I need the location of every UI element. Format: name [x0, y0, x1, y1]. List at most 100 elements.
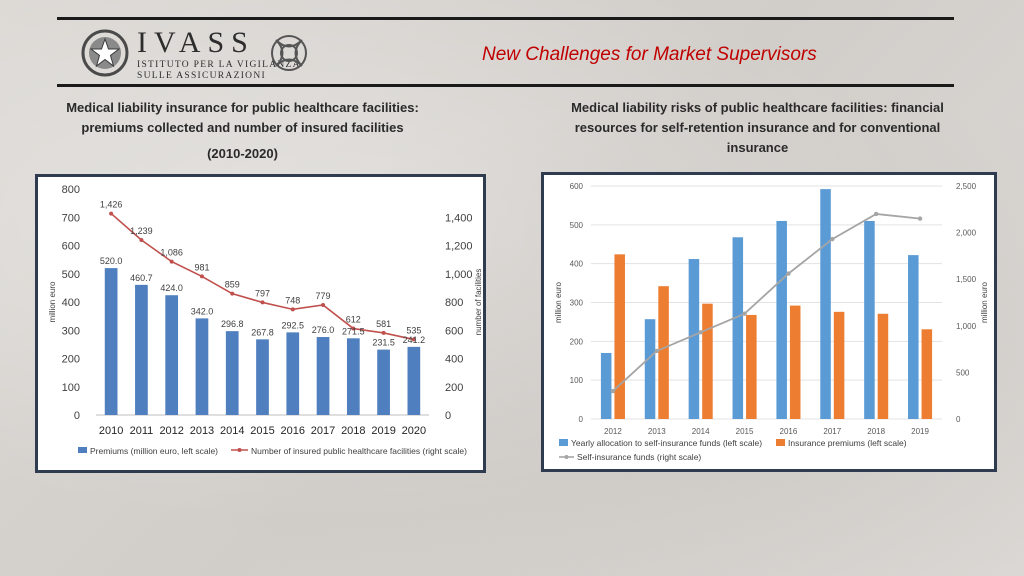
- premium-data-label: 241.2: [403, 335, 426, 345]
- left-chart-period: (2010-2020): [207, 146, 278, 161]
- right-axis-tick-label: 1,500: [956, 275, 977, 284]
- legend-marker-funds: [564, 455, 569, 459]
- knot-monogram-icon: [271, 35, 307, 71]
- premium-data-label: 292.5: [282, 320, 305, 330]
- right-axis-tick-label: 1,000: [445, 269, 473, 281]
- premium-data-label: 520.0: [100, 256, 123, 266]
- right-axis-tick-label: 1,200: [445, 241, 473, 253]
- left-heading-line2: premiums collected and number of insured…: [81, 120, 404, 135]
- x-tick-label: 2011: [130, 425, 154, 437]
- slide-title: New Challenges for Market Supervisors: [482, 44, 817, 65]
- self-insurance-funds-point: [654, 348, 660, 354]
- premium-bar: [195, 318, 209, 415]
- premium-bar: [225, 331, 239, 415]
- insurance-premium-bar: [614, 254, 625, 419]
- self-insurance-allocation-bar: [908, 255, 919, 419]
- facilities-data-label: 779: [316, 291, 331, 301]
- left-axis-tick-label: 500: [62, 269, 80, 281]
- facilities-data-label: 535: [406, 325, 421, 335]
- self-insurance-funds-point: [873, 211, 879, 217]
- left-axis-title: million euro: [48, 281, 57, 322]
- right-heading-line2: resources for self-retention insurance a…: [574, 120, 941, 135]
- premium-data-label: 296.8: [221, 319, 244, 329]
- facilities-point: [109, 211, 114, 216]
- x-tick-label: 2020: [402, 425, 426, 437]
- premium-data-label: 460.7: [130, 273, 153, 283]
- right-axis-title: million euro: [980, 281, 989, 322]
- facilities-point: [260, 300, 265, 305]
- x-tick-label: 2014: [220, 425, 244, 437]
- facilities-data-label: 1,426: [100, 200, 123, 210]
- facilities-point: [351, 326, 356, 331]
- left-axis-tick-label: 300: [570, 299, 584, 308]
- left-axis-tick-label: 0: [74, 410, 80, 422]
- facilities-data-label: 981: [194, 262, 209, 272]
- x-tick-label: 2010: [99, 425, 123, 437]
- brand-subtitle-line1: ISTITUTO PER LA VIGILANZA: [137, 60, 301, 70]
- x-tick-label: 2012: [604, 427, 622, 436]
- x-tick-label: 2014: [692, 427, 710, 436]
- left-axis-tick-label: 0: [579, 415, 584, 424]
- right-axis-tick-label: 200: [445, 382, 463, 394]
- legend-swatch-premiums: [78, 447, 87, 453]
- top-rule: [57, 17, 954, 20]
- premium-bar: [165, 295, 179, 415]
- facilities-point: [199, 274, 204, 279]
- right-axis-tick-label: 0: [956, 415, 961, 424]
- left-axis-tick-label: 400: [62, 297, 80, 309]
- premium-bar: [256, 339, 269, 415]
- left-axis-tick-label: 300: [62, 325, 80, 337]
- premium-bar: [407, 346, 421, 415]
- left-axis-tick-label: 500: [570, 221, 584, 230]
- x-tick-label: 2013: [648, 427, 666, 436]
- facilities-data-label: 1,239: [130, 226, 153, 236]
- left-axis-tick-label: 700: [62, 212, 80, 224]
- facilities-point: [381, 330, 386, 335]
- legend-label-allocation: Yearly allocation to self-insurance fund…: [571, 438, 762, 448]
- facilities-point: [321, 302, 326, 307]
- premium-bar: [286, 332, 300, 415]
- x-tick-label: 2018: [867, 427, 885, 436]
- premium-data-label: 276.0: [312, 325, 335, 335]
- ivass-logo: IVASS ISTITUTO PER LA VIGILANZA SULLE AS…: [80, 26, 320, 82]
- legend-label-premiums: Premiums (million euro, left scale): [90, 446, 218, 456]
- x-tick-label: 2015: [736, 427, 754, 436]
- insurance-premium-bar: [921, 329, 933, 419]
- x-tick-label: 2018: [341, 425, 365, 437]
- legend-swatch-allocation: [559, 439, 568, 446]
- left-heading-line1: Medical liability insurance for public h…: [66, 100, 419, 115]
- insurance-premium-bar: [833, 311, 845, 419]
- left-axis-tick-label: 600: [570, 182, 584, 191]
- x-tick-label: 2012: [159, 425, 183, 437]
- legend-label-funds: Self-insurance funds (right scale): [577, 452, 701, 462]
- self-insurance-funds-point: [742, 311, 747, 316]
- left-axis-tick-label: 600: [62, 241, 80, 253]
- brand-subtitle-line2: SULLE ASSICURAZIONI: [137, 71, 266, 81]
- x-tick-label: 2017: [311, 425, 335, 437]
- left-axis-tick-label: 200: [62, 354, 80, 366]
- right-chart-heading: Medical liability risks of public health…: [530, 98, 985, 158]
- facilities-point: [411, 337, 416, 342]
- x-tick-label: 2017: [823, 427, 841, 436]
- right-axis-tick-label: 400: [445, 354, 463, 366]
- insurance-premium-bar: [789, 305, 801, 419]
- x-tick-label: 2016: [281, 425, 305, 437]
- right-heading-line1: Medical liability risks of public health…: [571, 100, 944, 115]
- insurance-premium-bar: [658, 286, 669, 419]
- bottom-rule: [57, 84, 954, 87]
- self-insurance-allocation-bar: [820, 189, 831, 419]
- self-insurance-chart: 0 100 200 300 400 500 600 0 500 1,000 1,500 2,000 2,…: [554, 182, 989, 462]
- right-axis-tick-label: 1,400: [445, 212, 473, 224]
- x-tick-label: 2013: [190, 425, 214, 437]
- right-axis-tick-label: 2,000: [956, 229, 977, 238]
- right-axis-tick-label: 2,500: [956, 182, 977, 191]
- left-axis-tick-label: 100: [62, 382, 80, 394]
- premium-bar: [346, 338, 360, 415]
- premium-bar: [135, 284, 148, 415]
- self-insurance-funds-point: [786, 271, 791, 276]
- legend-marker-facilities: [237, 448, 242, 452]
- premium-data-label: 231.5: [372, 338, 395, 348]
- x-tick-label: 2019: [911, 427, 929, 436]
- facilities-line: [110, 212, 415, 341]
- insurance-premium-bar: [877, 313, 889, 419]
